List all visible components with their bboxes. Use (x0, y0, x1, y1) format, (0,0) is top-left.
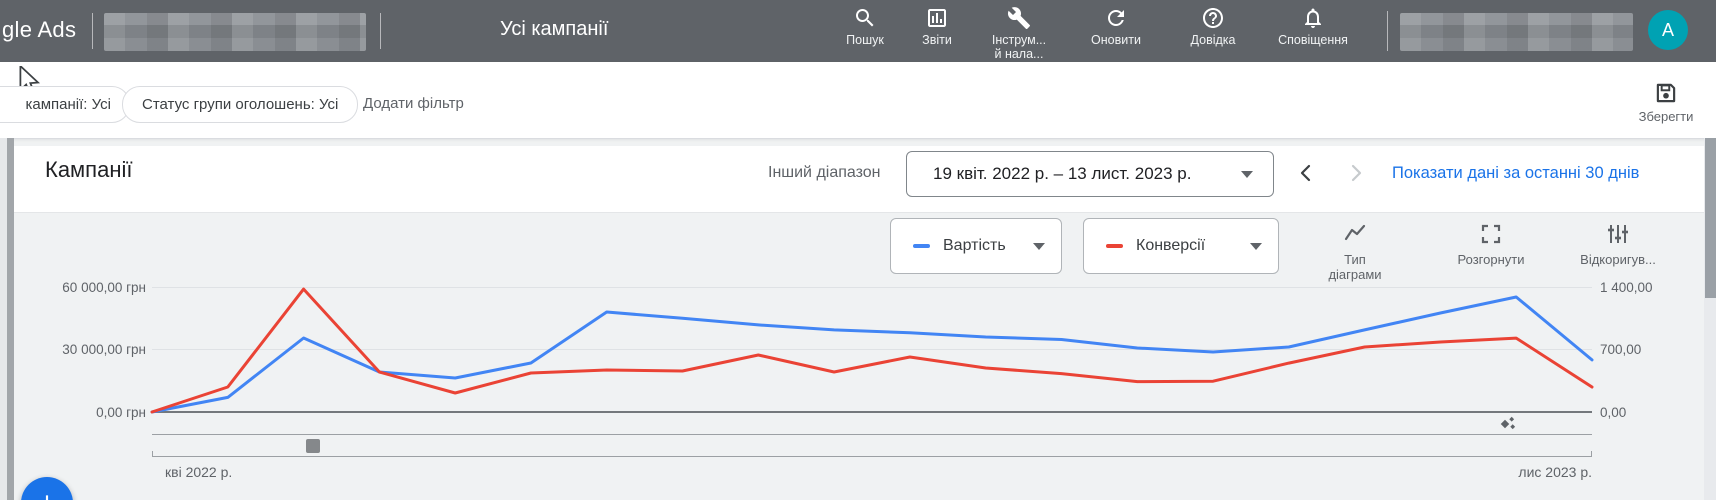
topbar-divider (380, 13, 381, 49)
right-axis-tick: 0,00 (1600, 405, 1627, 420)
left-axis-tick: 30 000,00 грн (62, 342, 146, 357)
add-campaign-fab[interactable] (21, 477, 73, 500)
expand-label: Розгорнути (1457, 252, 1525, 267)
next-range-button-disabled[interactable] (1344, 161, 1368, 185)
nav-label: Інструм... (991, 33, 1047, 47)
search-button[interactable]: Пошук (833, 6, 897, 47)
nav-label: Оновити (1091, 33, 1141, 47)
x-axis-baseline (152, 411, 1592, 413)
plus-icon (45, 495, 49, 500)
line-chart-icon (1344, 224, 1366, 241)
topbar-divider (92, 13, 93, 49)
slider-track-top (152, 434, 1592, 435)
series1-selector[interactable]: Вартість (890, 218, 1062, 274)
slider-track-bottom (152, 456, 1592, 457)
tools-settings-button[interactable]: Інструм... й нала... (977, 6, 1061, 61)
nav-label: Довідка (1190, 33, 1236, 47)
account-id-redacted (1400, 13, 1633, 51)
nav-label: Сповіщення (1278, 33, 1348, 47)
chevron-down-icon (1250, 242, 1262, 250)
left-scrollbar-thumb[interactable] (7, 138, 14, 500)
chart-reset-zoom-icon[interactable] (1498, 414, 1520, 436)
campaigns-panel-header (14, 146, 1704, 213)
nav-label: Пошук (846, 33, 884, 47)
save-label: Зберегти (1638, 109, 1694, 124)
series2-selector[interactable]: Конверсії (1083, 218, 1279, 274)
series2-color-dash (1106, 244, 1123, 248)
fullscreen-icon (1481, 224, 1501, 244)
date-range-prefix-label: Інший діапазон (768, 164, 881, 181)
series1-color-dash (913, 244, 930, 248)
adjust-label: Відкоригув... (1580, 252, 1656, 267)
date-range-value: 19 квіт. 2022 р. – 13 лист. 2023 р. (933, 164, 1192, 183)
show-last-30-days-link[interactable]: Показати дані за останні 30 днів (1392, 164, 1640, 182)
slider-handle[interactable] (306, 439, 320, 453)
slider-end-tick (1591, 451, 1592, 457)
refresh-button[interactable]: Оновити (1073, 6, 1159, 47)
chevron-down-icon (1033, 242, 1045, 250)
series-line-Вартість (150, 295, 1594, 414)
avatar[interactable]: A (1648, 10, 1688, 50)
chip-label: Статус групи оголошень: Усі (142, 96, 339, 113)
x-axis-end-label: лис 2023 р. (1518, 464, 1592, 480)
save-icon (1656, 83, 1676, 103)
x-axis-start-label: кві 2022 р. (165, 464, 233, 480)
filter-bar: кампанії: Усі Статус групи оголошень: Ус… (0, 62, 1716, 139)
chip-label: кампанії: Усі (25, 96, 112, 113)
topbar-nav: Пошук Звіти Інструм... й нала... Оновити… (833, 6, 1359, 61)
expand-chart-button[interactable]: Розгорнути (1444, 222, 1538, 267)
reports-button[interactable]: Звіти (909, 6, 965, 47)
date-range-selector[interactable]: 19 квіт. 2022 р. – 13 лист. 2023 р. (906, 151, 1274, 197)
previous-range-button[interactable] (1294, 161, 1318, 185)
page-title: Кампанії (45, 157, 133, 182)
notifications-button[interactable]: Сповіщення (1267, 6, 1359, 47)
refresh-icon (1108, 10, 1124, 26)
slider-end-tick (152, 451, 153, 457)
series-line-Конверсії (150, 287, 1594, 414)
gridline-30000 (152, 349, 1592, 350)
chevron-down-icon (1241, 170, 1253, 178)
nav-label-line2: й нала... (994, 47, 1044, 61)
nav-label: Звіти (922, 33, 952, 47)
sliders-icon (1608, 225, 1628, 243)
help-icon (1203, 8, 1223, 28)
time-series-chart (150, 287, 1594, 414)
page-context-title: Усі кампанії (500, 18, 609, 40)
wrench-icon (1007, 7, 1030, 29)
top-app-bar: gle Ads Усі кампанії Пошук Звіти Інструм… (0, 0, 1716, 62)
adgroup-status-chip[interactable]: Статус групи оголошень: Усі (122, 86, 359, 123)
account-name-redacted (104, 13, 366, 51)
reports-icon (928, 9, 946, 27)
bell-icon (1305, 8, 1321, 28)
search-icon (856, 9, 874, 27)
add-filter-button[interactable]: Додати фільтр (363, 95, 464, 112)
chart-type-label: Тип (1344, 252, 1366, 267)
left-axis-tick: 60 000,00 грн (62, 280, 146, 295)
right-axis-tick: 700,00 (1600, 342, 1642, 357)
left-axis-tick: 0,00 грн (96, 405, 146, 420)
series2-label: Конверсії (1136, 237, 1206, 254)
adjust-chart-button[interactable]: Відкоригув... (1567, 222, 1669, 267)
campaign-status-chip[interactable]: кампанії: Усі (0, 86, 130, 123)
gridline-60000 (152, 287, 1592, 288)
help-button[interactable]: Довідка (1171, 6, 1255, 47)
right-axis-tick: 1 400,00 (1600, 280, 1653, 295)
series1-label: Вартість (943, 237, 1006, 254)
chart-type-label-line2: діаграми (1328, 267, 1382, 282)
chart-type-button[interactable]: Тип діаграми (1321, 222, 1389, 282)
save-button[interactable]: Зберегти (1628, 80, 1704, 124)
topbar-divider (1387, 11, 1388, 51)
google-ads-logo: gle Ads (2, 17, 77, 42)
right-scrollbar-thumb[interactable] (1705, 138, 1716, 298)
